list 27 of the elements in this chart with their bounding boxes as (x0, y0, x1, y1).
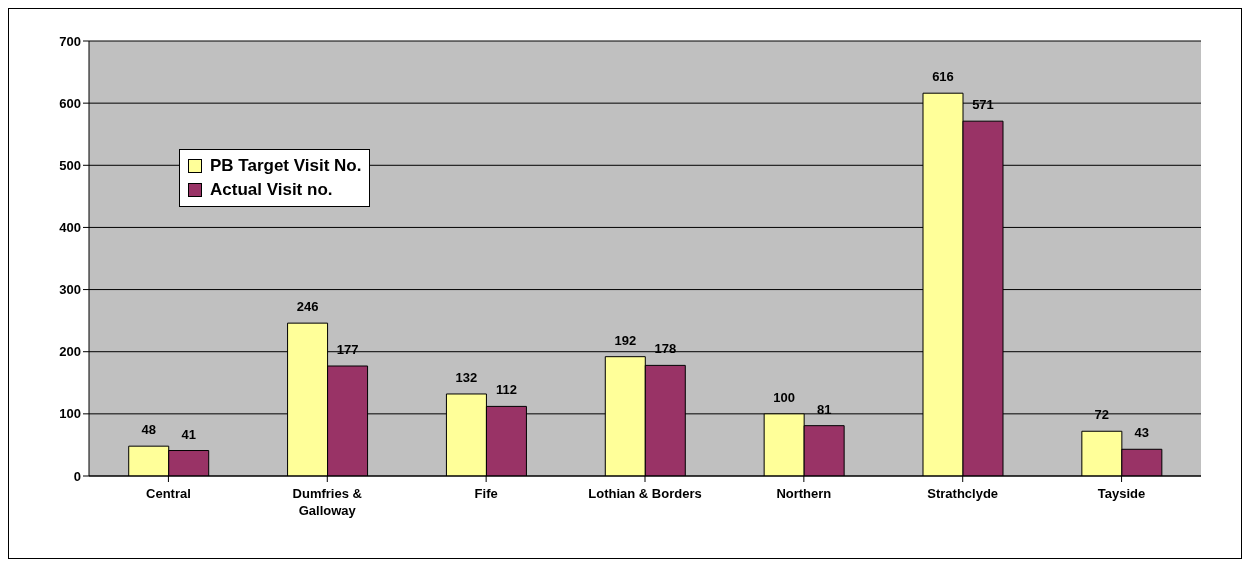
x-tick-label: Tayside (1097, 486, 1146, 501)
data-label: 112 (495, 382, 517, 398)
data-label: 100 (773, 389, 795, 405)
data-label: 43 (1134, 425, 1150, 441)
x-tick-label: Lothian & Borders (588, 486, 702, 501)
x-tick-label: Northern (776, 486, 832, 501)
legend-label: Actual Visit no. (210, 180, 333, 200)
data-label: 616 (932, 69, 954, 85)
y-tick-label: 300 (59, 282, 81, 298)
y-tick-label: 200 (59, 344, 81, 360)
x-tick-label: Fife (474, 486, 498, 501)
data-label: 132 (455, 369, 478, 385)
x-tick-label: Strathclyde (927, 486, 999, 501)
data-label: 192 (614, 332, 637, 348)
y-tick-label: 400 (59, 220, 81, 236)
x-tick-label: Central (146, 486, 191, 501)
y-tick-label: 700 (59, 33, 81, 49)
y-tick-label: 100 (59, 406, 81, 422)
x-tick-label: Dumfries & Galloway (292, 486, 362, 518)
data-label: 246 (296, 299, 319, 315)
y-tick-label: 0 (73, 468, 81, 484)
y-tick-label: 500 (59, 157, 81, 173)
legend-label: PB Target Visit No. (210, 156, 362, 176)
data-label: 41 (181, 426, 196, 442)
data-label: 81 (816, 401, 832, 417)
y-tick-label: 600 (59, 95, 81, 111)
data-label: 48 (141, 422, 156, 438)
